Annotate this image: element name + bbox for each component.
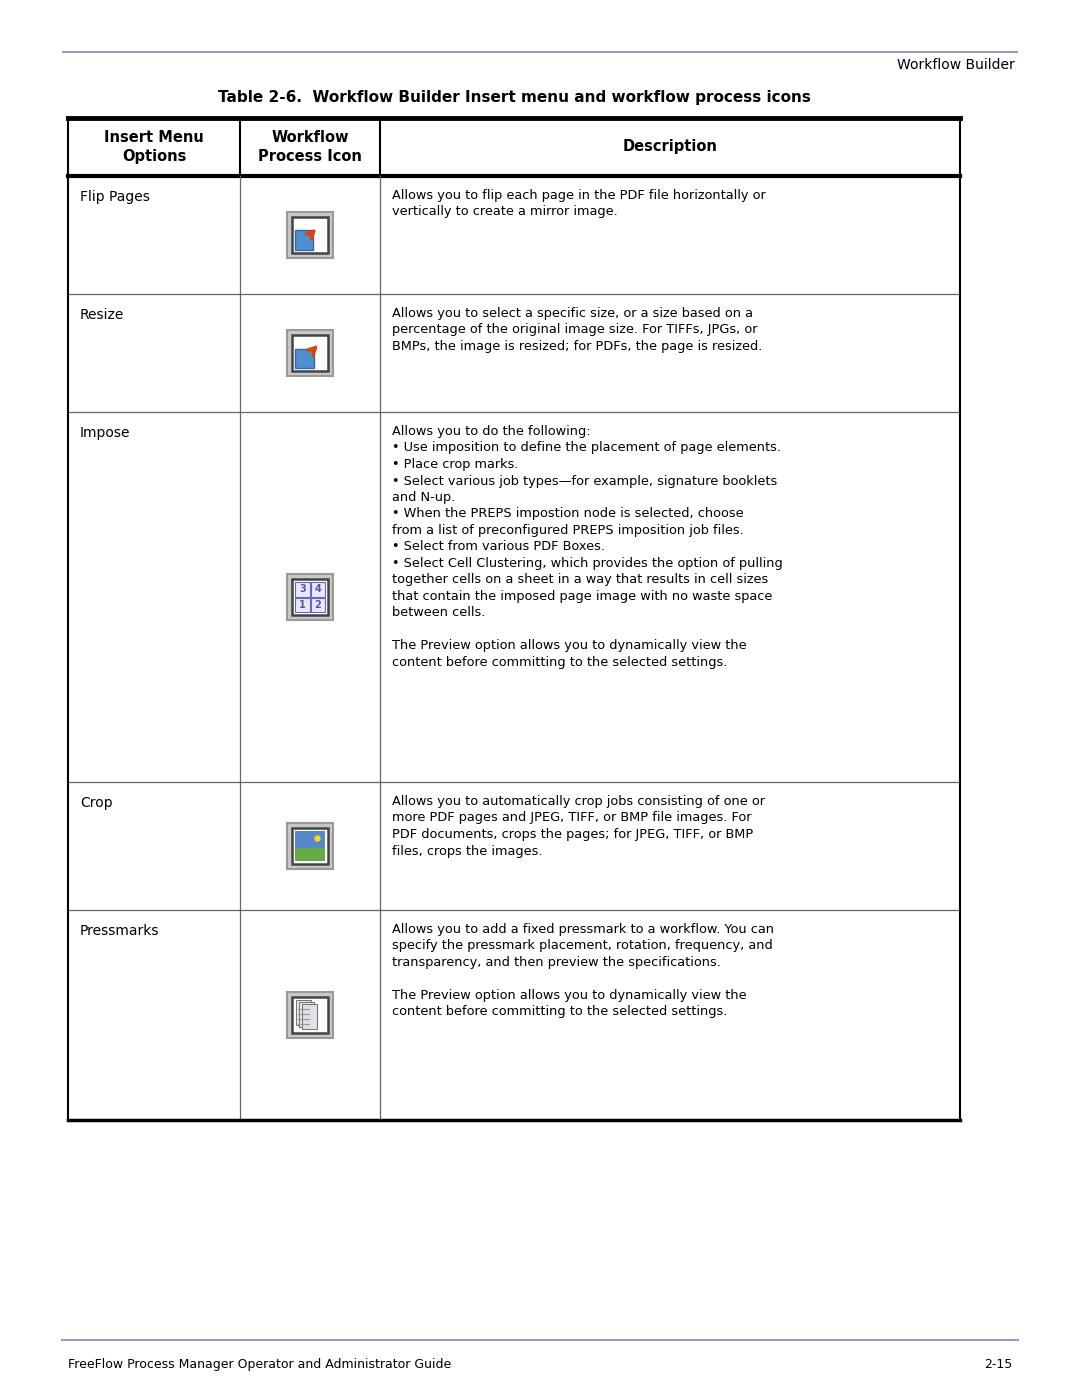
FancyBboxPatch shape [287, 574, 333, 620]
FancyBboxPatch shape [311, 583, 325, 597]
Text: 2: 2 [314, 599, 321, 609]
Text: Allows you to do the following:
• Use imposition to define the placement of page: Allows you to do the following: • Use im… [392, 425, 783, 669]
Text: Crop: Crop [80, 796, 112, 810]
FancyBboxPatch shape [295, 848, 325, 861]
Text: Table 2-6.  Workflow Builder Insert menu and workflow process icons: Table 2-6. Workflow Builder Insert menu … [217, 89, 810, 105]
FancyBboxPatch shape [295, 831, 325, 848]
Text: Pressmarks: Pressmarks [80, 923, 160, 937]
FancyBboxPatch shape [292, 578, 328, 615]
Text: Resize: Resize [80, 307, 124, 321]
FancyBboxPatch shape [302, 1004, 318, 1030]
Text: Allows you to flip each page in the PDF file horizontally or
vertically to creat: Allows you to flip each page in the PDF … [392, 189, 766, 218]
Text: Workflow Builder: Workflow Builder [897, 59, 1015, 73]
FancyBboxPatch shape [295, 349, 314, 367]
FancyBboxPatch shape [287, 992, 333, 1038]
Text: 2-15: 2-15 [984, 1358, 1012, 1370]
Text: Workflow
Process Icon: Workflow Process Icon [258, 130, 362, 163]
FancyBboxPatch shape [295, 598, 310, 612]
FancyBboxPatch shape [287, 823, 333, 869]
Text: 1: 1 [299, 599, 306, 609]
FancyBboxPatch shape [311, 598, 325, 612]
FancyBboxPatch shape [292, 997, 328, 1032]
FancyBboxPatch shape [295, 583, 310, 597]
Text: 4: 4 [314, 584, 321, 594]
FancyBboxPatch shape [292, 217, 328, 253]
Text: Impose: Impose [80, 426, 131, 440]
FancyBboxPatch shape [287, 212, 333, 258]
Circle shape [315, 835, 320, 841]
Text: Description: Description [622, 140, 717, 155]
FancyBboxPatch shape [287, 330, 333, 376]
FancyBboxPatch shape [299, 1002, 314, 1027]
FancyBboxPatch shape [296, 1000, 311, 1025]
FancyBboxPatch shape [292, 828, 328, 863]
FancyBboxPatch shape [295, 229, 313, 250]
Text: FreeFlow Process Manager Operator and Administrator Guide: FreeFlow Process Manager Operator and Ad… [68, 1358, 451, 1370]
Text: 3: 3 [299, 584, 306, 594]
Text: Flip Pages: Flip Pages [80, 190, 150, 204]
Text: Allows you to automatically crop jobs consisting of one or
more PDF pages and JP: Allows you to automatically crop jobs co… [392, 795, 765, 858]
Text: Allows you to select a specific size, or a size based on a
percentage of the ori: Allows you to select a specific size, or… [392, 307, 762, 353]
Text: Allows you to add a fixed pressmark to a workflow. You can
specify the pressmark: Allows you to add a fixed pressmark to a… [392, 923, 774, 1018]
Text: Insert Menu
Options: Insert Menu Options [104, 130, 204, 163]
FancyBboxPatch shape [292, 335, 328, 372]
